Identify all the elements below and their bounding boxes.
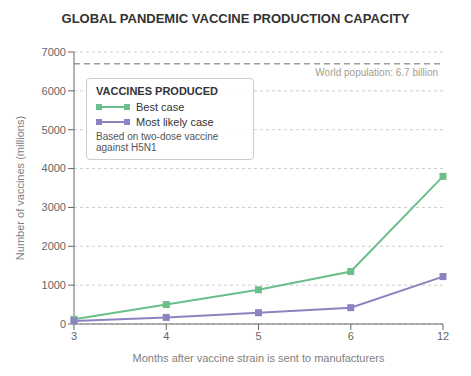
svg-text:Months after vaccine strain is: Months after vaccine strain is sent to m… (133, 352, 385, 364)
svg-text:6000: 6000 (42, 85, 66, 97)
svg-text:6: 6 (348, 330, 354, 342)
svg-text:7000: 7000 (42, 46, 66, 58)
svg-text:Number of vaccines (millions): Number of vaccines (millions) (14, 116, 26, 260)
svg-text:3000: 3000 (42, 201, 66, 213)
svg-text:World population: 6.7 billion: World population: 6.7 billion (315, 67, 438, 78)
svg-text:1000: 1000 (42, 279, 66, 291)
svg-text:2000: 2000 (42, 240, 66, 252)
html-text:GLOBAL PANDEMIC VACCINE PRODUC: GLOBAL PANDEMIC VACCINE PRODUCTION CAPAC… (61, 11, 410, 26)
svg-text:4000: 4000 (42, 162, 66, 174)
svg-text:0: 0 (60, 318, 66, 330)
html-text:VACCINES PRODUCED: VACCINES PRODUCED (96, 85, 218, 97)
svg-text:12: 12 (437, 330, 449, 342)
html-text:Based on two-dose vaccine: Based on two-dose vaccine (96, 131, 219, 142)
html-text:Most likely case: Most likely case (136, 116, 214, 128)
html-text:Best case: Best case (136, 101, 185, 113)
svg-text:5000: 5000 (42, 124, 66, 136)
svg-text:5: 5 (255, 330, 261, 342)
svg-text:4: 4 (163, 330, 169, 342)
html-text:against H5N1: against H5N1 (96, 142, 157, 153)
svg-text:3: 3 (71, 330, 77, 342)
